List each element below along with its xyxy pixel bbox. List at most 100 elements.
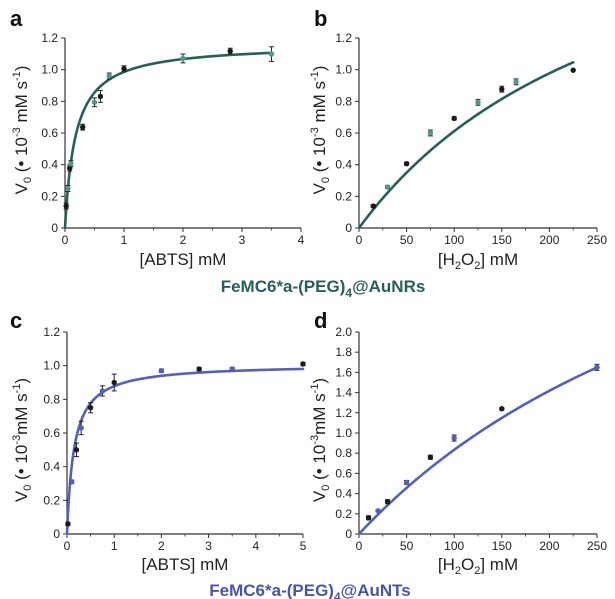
plot-area: 0 50 100 150 200 250 0 0.2 0.4 0.6 0.8 1.0 1.2 [335,31,607,247]
data-point [158,368,165,374]
data-point [73,447,80,453]
y-tick-label: 1.0 [335,426,352,440]
x-tick-label: 0 [356,233,363,247]
data-point [97,93,104,100]
y-tick-label: 0.8 [43,392,60,406]
y-tick-label: 1.2 [335,406,352,420]
fit-curve [63,51,273,230]
x-tick-label: 3 [239,233,246,247]
x-tick-label: 150 [492,539,512,553]
data-point [63,203,69,209]
data-point [68,160,74,167]
x-tick-label: 2 [158,539,165,553]
y-tick-label: 1.8 [335,345,352,359]
plot-area: 0 1 2 3 4 0 0.2 0.4 0.6 0.8 1.0 1.2 [41,31,304,247]
y-tick-label: 0.8 [335,446,352,460]
data-point [91,99,98,106]
x-tick-label: 50 [400,233,414,247]
data-point [403,479,410,486]
y-tick-label: 1.2 [41,31,58,45]
x-axis-label: [ABTS] mM [140,250,227,269]
x-tick-label: 150 [492,233,512,247]
data-point [427,454,434,460]
data-point [121,65,127,72]
panel-letter-a: a [10,6,23,31]
x-axis-label: [H2O2] mM [438,250,518,272]
y-tick-label: 0.6 [43,426,60,440]
data-point [229,366,235,372]
data-point [99,388,106,394]
data-point [384,184,391,190]
y-tick-label: 0.6 [335,466,352,480]
data-point [384,498,391,505]
y-tick-label: 1.0 [335,63,352,77]
panel-d-chart: d 0 50 100 150 200 250 0 0.2 0.4 0.6 0.8 1.0 1.2 1.4 1… [309,308,607,577]
y-tick-label: 0.2 [335,507,352,521]
x-tick-label: 50 [400,539,414,553]
y-axis-label: V0 (• 10-3 mM s-1) [11,66,34,195]
data-point [375,508,381,514]
data-point [365,515,372,521]
x-tick-label: 200 [539,539,559,553]
panel-a-chart: a 0 1 2 3 4 0 0.2 0.4 0.6 0.8 1.0 1.2 [ABTS] mM V0 … [10,6,305,269]
y-tick-label: 2.0 [335,325,352,339]
data-point [87,405,94,411]
caption-aunrs: FeMC6*a-(PEG)4@AuNRs [221,277,426,300]
x-tick-label: 4 [252,539,259,553]
panel-letter-d: d [314,308,327,333]
x-tick-label: 3 [205,539,212,553]
y-tick-label: 1.2 [43,325,60,339]
y-tick-label: 1.2 [335,31,352,45]
data-point [451,435,457,441]
y-tick-label: 0 [345,527,352,541]
data-point [65,185,71,192]
data-point [106,73,112,79]
y-tick-label: 0.8 [41,94,58,108]
y-tick-label: 0.8 [335,94,352,108]
data-point [78,425,84,431]
x-tick-label: 250 [587,539,607,553]
y-tick-label: 0.6 [41,126,58,140]
data-point [370,203,376,209]
x-tick-label: 0 [64,539,71,553]
data-point [475,99,481,106]
plot-area: 0 1 2 3 4 5 0 0.2 0.4 0.6 0.8 1.0 1.2 [43,325,306,553]
y-tick-label: 1.0 [43,359,60,373]
x-tick-label: 4 [298,233,305,247]
caption-aunts: FeMC6*a-(PEG)4@AuNTs [209,581,410,599]
y-tick-label: 1.6 [335,365,352,379]
y-tick-label: 0.2 [41,189,58,203]
x-tick-label: 100 [444,539,464,553]
panel-letter-c: c [10,308,22,333]
y-tick-label: 0 [53,527,60,541]
data-point [403,160,410,167]
data-point [300,361,306,367]
x-tick-label: 5 [300,539,307,553]
data-point [499,406,505,412]
x-tick-label: 250 [587,233,607,247]
x-tick-label: 0 [356,539,363,553]
y-tick-label: 0.4 [43,460,60,474]
y-tick-label: 0 [345,221,352,235]
y-tick-label: 0.2 [335,189,352,203]
x-tick-label: 1 [121,233,128,247]
y-axis-label: V0 (• 10-3mM s-1) [309,378,332,502]
y-tick-label: 0 [51,221,58,235]
x-tick-label: 1 [111,539,118,553]
y-tick-label: 1.0 [41,63,58,77]
panel-letter-b: b [314,6,327,31]
fit-curve [357,366,599,536]
panel-b-chart: b 0 50 100 150 200 250 0 0.2 0.4 0.6 0.8 1.0 1.2 [H2… [309,6,607,272]
data-point [227,48,233,54]
data-point [570,67,576,73]
data-point [65,521,71,527]
plot-area: 0 50 100 150 200 250 0 0.2 0.4 0.6 0.8 1.0 1.2 1.4 1.6… [335,325,607,553]
data-point [513,79,519,85]
data-point [196,366,202,372]
y-tick-label: 1.4 [335,386,352,400]
data-point [427,130,434,136]
y-tick-label: 0.4 [335,487,352,501]
data-point [180,55,186,62]
data-point [111,379,117,386]
